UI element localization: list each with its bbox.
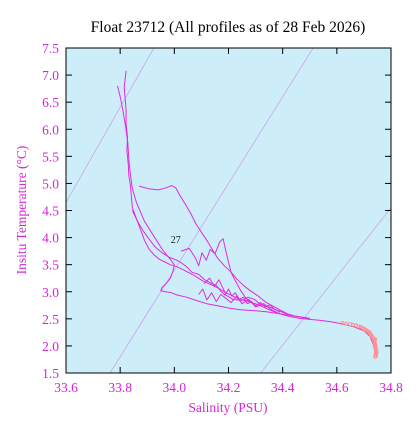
y-tick-label: 5.5 [42, 149, 59, 164]
x-tick-label: 34.0 [163, 380, 187, 395]
y-axis-label: Insitu Temperature (°C) [14, 146, 29, 275]
y-tick-label: 7.0 [42, 68, 59, 83]
y-tick-label: 2.5 [42, 312, 59, 327]
y-tick-label: 1.5 [42, 366, 59, 381]
plot-area [66, 48, 391, 373]
deep-points [340, 321, 379, 359]
deep-point [373, 346, 378, 351]
x-axis: 33.6 33.8 34.0 34.2 34.4 34.6 34.8 [54, 48, 403, 395]
x-axis-label: Salinity (PSU) [188, 400, 267, 415]
y-axis: 1.5 2.0 2.5 3.0 3.5 4.0 4.5 5.0 5.5 6.0 6.5 7.0 7.5 [42, 41, 391, 381]
y-tick-label: 3.0 [42, 285, 59, 300]
chart-title: Float 23712 (All profiles as of 28 Feb 2… [91, 19, 366, 36]
y-tick-label: 6.0 [42, 122, 59, 137]
annotations: 27 [171, 235, 181, 246]
deep-point [356, 324, 361, 329]
density-contours [66, 48, 391, 373]
y-tick-label: 7.5 [42, 41, 59, 56]
density-contour-2 [260, 207, 391, 373]
x-tick-label: 34.8 [379, 380, 403, 395]
y-tick-label: 2.0 [42, 339, 59, 354]
profile-lines [117, 70, 376, 355]
y-tick-label: 6.5 [42, 95, 59, 110]
x-tick-label: 33.8 [108, 380, 132, 395]
density-contour-1 [109, 48, 314, 373]
x-tick-label: 33.6 [54, 380, 78, 395]
y-tick-label: 4.0 [42, 231, 59, 246]
density-contour-label: 27 [171, 235, 181, 246]
deep-point [373, 354, 378, 359]
profile-line-4 [180, 238, 258, 308]
profile-line-6 [198, 288, 279, 314]
deep-point [372, 339, 377, 344]
deep-point [344, 321, 349, 326]
y-tick-label: 4.5 [42, 204, 59, 219]
profile-line-0 [123, 70, 376, 355]
profile-line-1 [117, 85, 310, 319]
profile-line-3 [138, 185, 292, 317]
y-tick-label: 5.0 [42, 176, 59, 191]
deep-point [374, 350, 379, 355]
y-tick-label: 3.5 [42, 258, 59, 273]
deep-point [372, 337, 378, 342]
density-contour-0 [66, 48, 155, 203]
x-tick-label: 34.6 [325, 380, 349, 395]
x-tick-label: 34.2 [217, 380, 241, 395]
profile-line-2 [131, 210, 310, 320]
x-tick-label: 34.4 [271, 380, 295, 395]
deep-point [340, 321, 345, 326]
